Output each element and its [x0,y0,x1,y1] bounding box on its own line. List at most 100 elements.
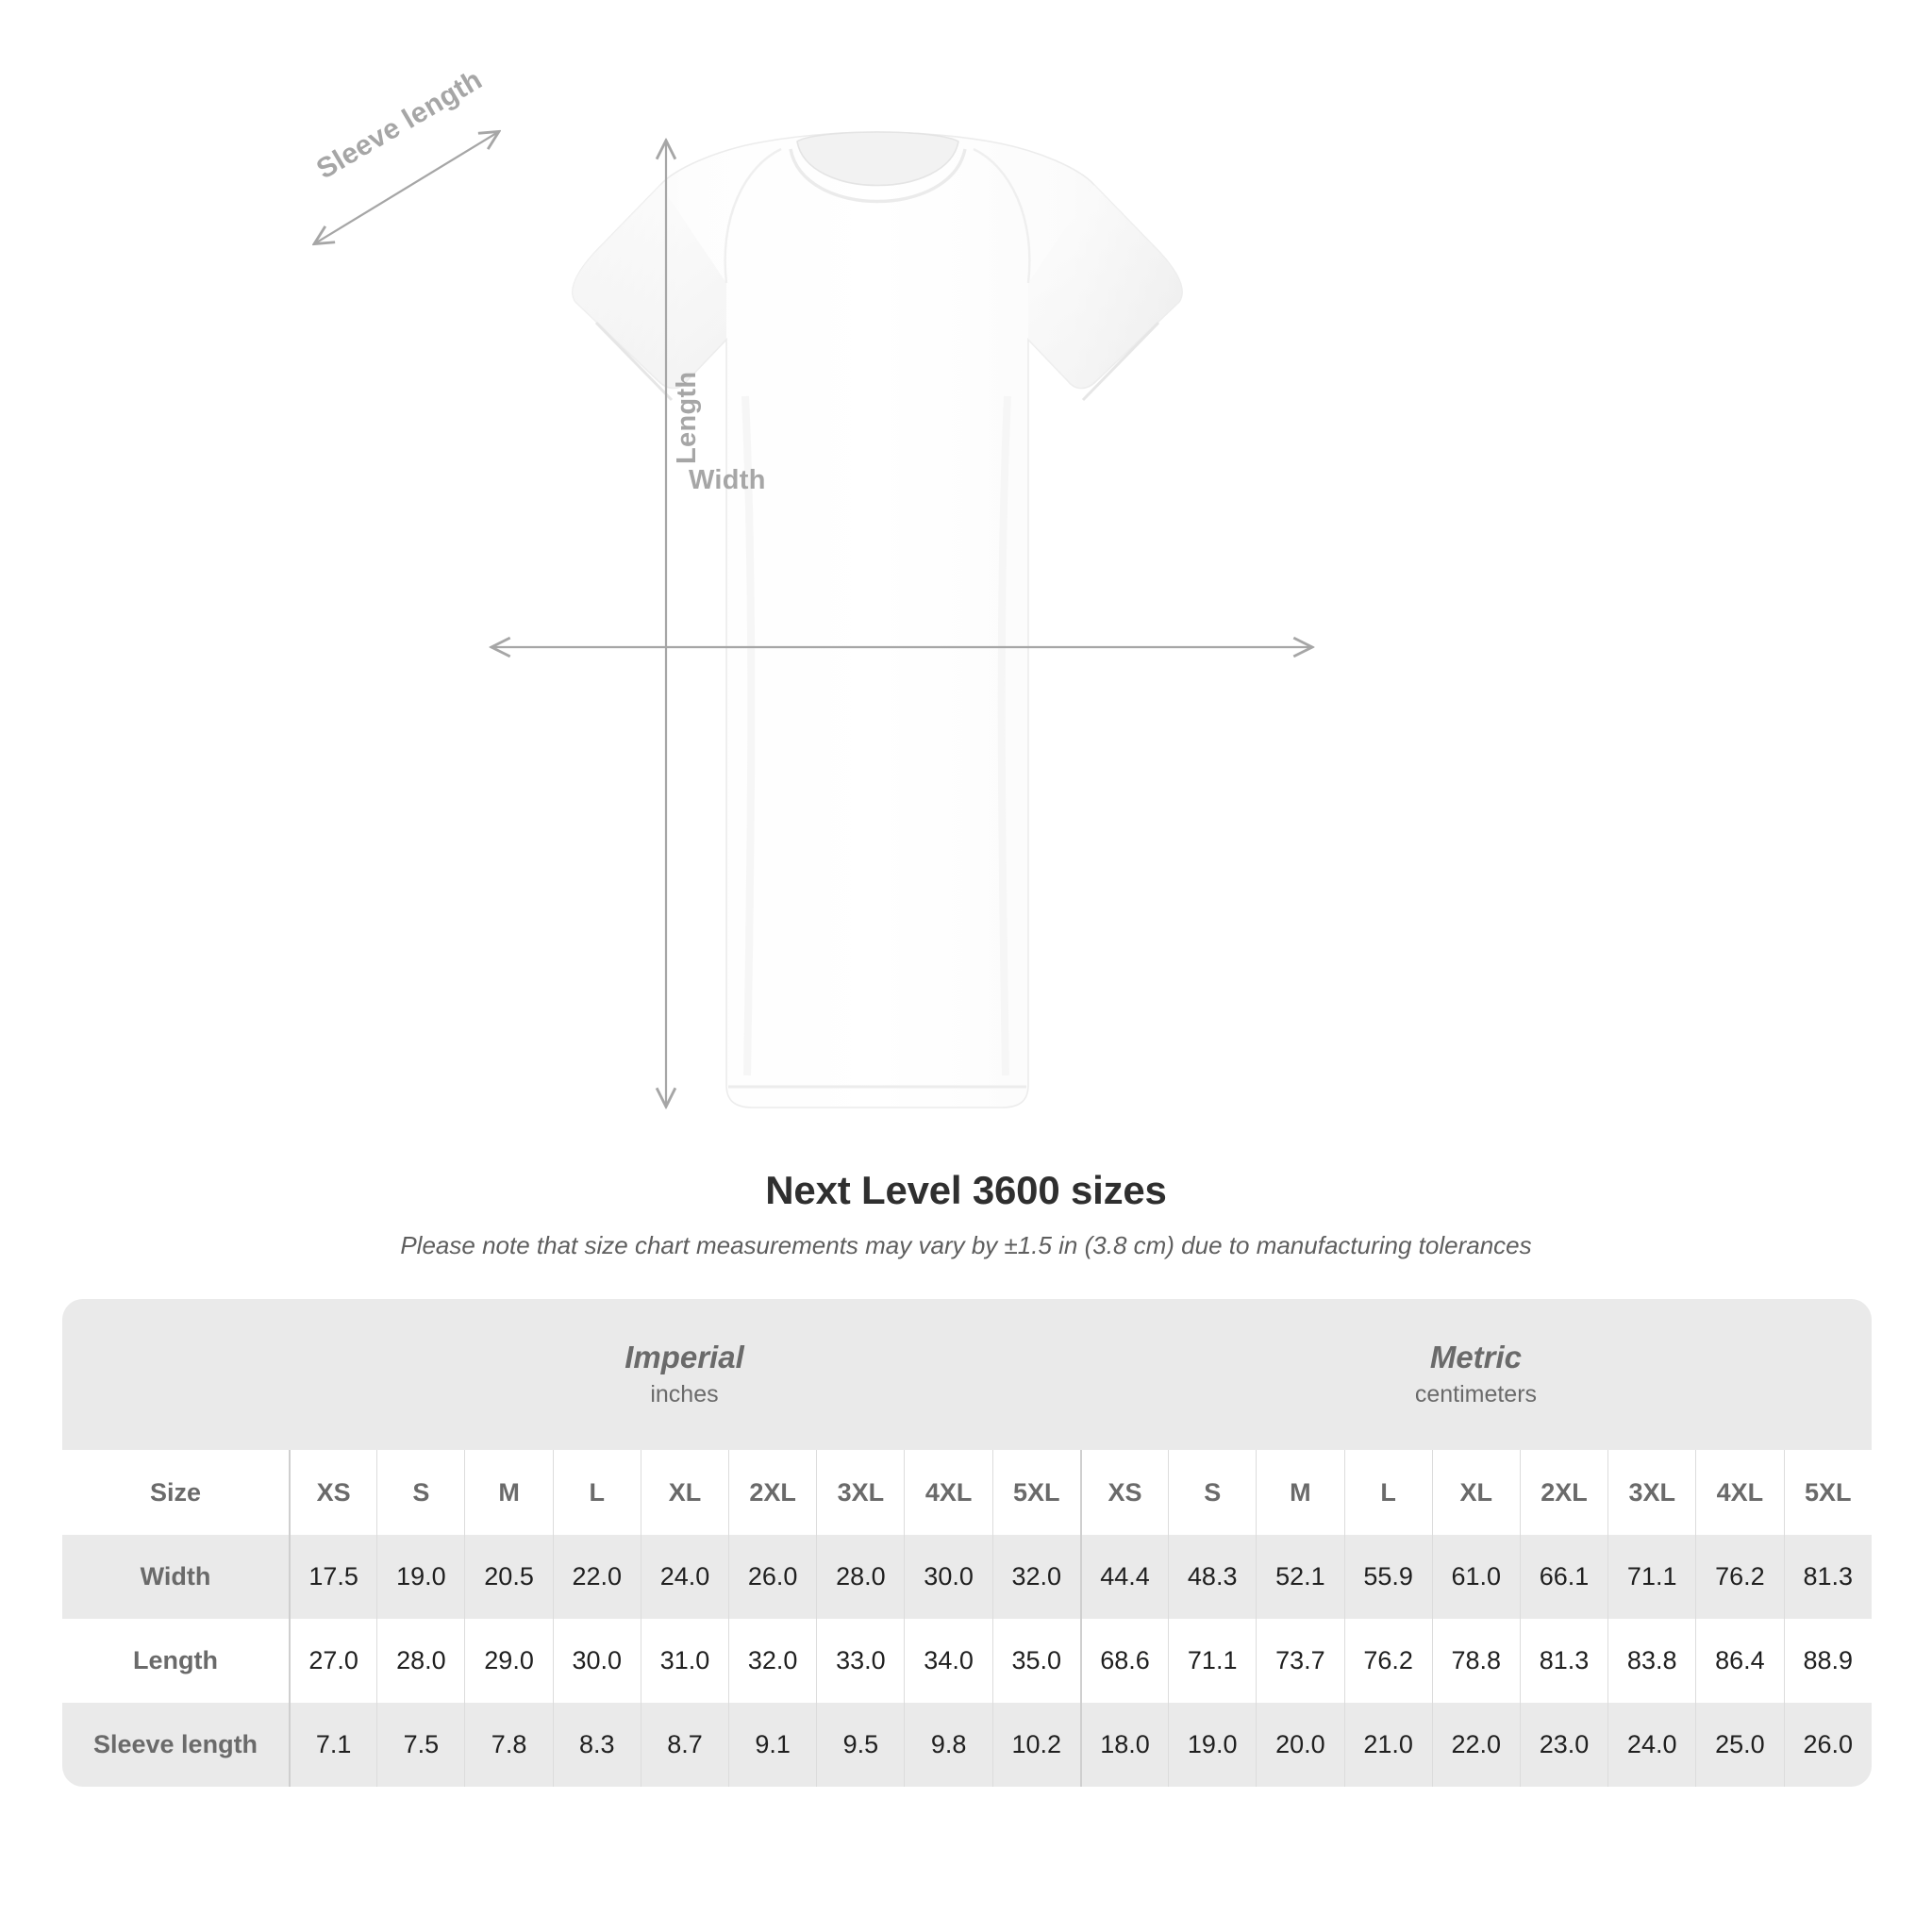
cell-width-imperial-l: 22.0 [552,1535,641,1619]
cell-length-imperial-4xl: 34.0 [904,1619,992,1703]
cell-length-metric-2xl: 81.3 [1519,1619,1608,1703]
cell-sleeve-length-imperial-m: 7.8 [464,1703,553,1787]
cell-length-imperial-l: 30.0 [552,1619,641,1703]
cell-length-metric-m: 73.7 [1256,1619,1344,1703]
size-table-container: Imperial inches Metric centimeters Size XS S M L… [62,1299,1872,1787]
collar-ribbing [796,131,959,187]
tolerance-note: Please note that size chart measurements… [400,1231,1532,1259]
cell-length-imperial-xl: 31.0 [640,1619,729,1703]
size-column-label: Size [62,1450,290,1535]
cell-sleeve-length-metric-2xl: 23.0 [1519,1703,1608,1787]
system-unit: inches [650,1380,719,1407]
system-header-metric: Metric centimeters [1079,1299,1872,1450]
size-header-s-imperial: S [376,1450,465,1535]
cell-length-metric-4xl: 86.4 [1695,1619,1784,1703]
size-header-3xl-metric: 3XL [1607,1450,1696,1535]
cell-width-metric-s: 48.3 [1168,1535,1257,1619]
cell-sleeve-length-imperial-xs: 7.1 [289,1703,377,1787]
size-header-m-metric: M [1256,1450,1344,1535]
system-name: Imperial [625,1340,744,1375]
cell-width-metric-l: 55.9 [1343,1535,1432,1619]
size-header-row: Size XS S M L XL 2XL 3XL 4XL 5XL XS S M L XL 2XL 3XL 4XL 5… [62,1450,1872,1535]
cell-sleeve-length-imperial-5xl: 10.2 [991,1703,1080,1787]
length-annotation: Length [672,371,702,464]
cell-sleeve-length-metric-5xl: 26.0 [1783,1703,1872,1787]
cell-sleeve-length-metric-xs: 18.0 [1079,1703,1169,1787]
cell-length-imperial-2xl: 32.0 [728,1619,817,1703]
table-row: Length 27.0 28.0 29.0 30.0 31.0 32.0 33.0 34.0 35… [62,1619,1872,1703]
fabric-fold-left [741,395,756,1076]
cell-width-imperial-xl: 24.0 [640,1535,729,1619]
system-unit: centimeters [1414,1380,1538,1407]
cell-length-metric-xs: 68.6 [1079,1619,1169,1703]
system-header-spacer [62,1299,290,1450]
cell-width-imperial-m: 20.5 [464,1535,553,1619]
cell-width-metric-2xl: 66.1 [1519,1535,1608,1619]
tshirt-svg [0,0,1932,1160]
cell-width-metric-4xl: 76.2 [1695,1535,1784,1619]
cell-length-imperial-5xl: 35.0 [991,1619,1080,1703]
tshirt-illustration [572,131,1183,1108]
system-name: Metric [1429,1340,1523,1375]
cell-length-metric-xl: 78.8 [1431,1619,1520,1703]
size-header-xs-metric: XS [1079,1450,1169,1535]
table-row: Sleeve length 7.1 7.5 7.8 8.3 8.7 9.1 9.5 9.8 10.… [62,1703,1872,1787]
cell-length-metric-l: 76.2 [1343,1619,1432,1703]
cell-sleeve-length-metric-3xl: 24.0 [1607,1703,1696,1787]
cell-length-metric-s: 71.1 [1168,1619,1257,1703]
cell-width-metric-xs: 44.4 [1079,1535,1169,1619]
measurement-arrows [315,132,1311,1106]
tshirt-measurement-diagram: Sleeve length Length Width [0,0,1932,1160]
system-header-imperial: Imperial inches [289,1299,1080,1450]
size-header-xl-imperial: XL [640,1450,729,1535]
size-header-m-imperial: M [464,1450,553,1535]
cell-length-imperial-m: 29.0 [464,1619,553,1703]
cell-length-imperial-3xl: 33.0 [816,1619,905,1703]
fabric-fold-right [997,395,1011,1076]
right-sleeve-hem [1081,321,1160,402]
row-label-sleeve-length: Sleeve length [62,1703,290,1787]
row-label-width: Width [62,1535,290,1619]
cell-sleeve-length-imperial-l: 8.3 [552,1703,641,1787]
cell-width-metric-xl: 61.0 [1431,1535,1520,1619]
sleeve-length-arrow [315,132,498,243]
cell-length-metric-5xl: 88.9 [1783,1619,1872,1703]
cell-width-metric-3xl: 71.1 [1607,1535,1696,1619]
size-header-5xl-imperial: 5XL [991,1450,1080,1535]
size-header-4xl-imperial: 4XL [904,1450,992,1535]
table-row: Width 17.5 19.0 20.5 22.0 24.0 26.0 28.0 30.0 32.… [62,1535,1872,1619]
cell-sleeve-length-metric-xl: 22.0 [1431,1703,1520,1787]
size-table: Imperial inches Metric centimeters Size XS S M L… [62,1299,1872,1787]
cell-width-imperial-2xl: 26.0 [728,1535,817,1619]
cell-width-imperial-5xl: 32.0 [991,1535,1080,1619]
cell-width-imperial-xs: 17.5 [289,1535,377,1619]
page-title: Next Level 3600 sizes [765,1168,1167,1212]
system-header-row: Imperial inches Metric centimeters [62,1299,1872,1450]
size-header-l-metric: L [1343,1450,1432,1535]
size-header-xl-metric: XL [1431,1450,1520,1535]
collar-seam [789,148,967,204]
size-header-3xl-imperial: 3XL [816,1450,905,1535]
size-header-s-metric: S [1168,1450,1257,1535]
size-header-l-imperial: L [552,1450,641,1535]
right-shoulder-seam [973,147,1031,284]
cell-sleeve-length-imperial-2xl: 9.1 [728,1703,817,1787]
cell-sleeve-length-imperial-s: 7.5 [376,1703,465,1787]
width-annotation: Width [689,465,766,495]
cell-sleeve-length-imperial-xl: 8.7 [640,1703,729,1787]
cell-length-metric-3xl: 83.8 [1607,1619,1696,1703]
cell-width-imperial-3xl: 28.0 [816,1535,905,1619]
title-block: Next Level 3600 sizes Please note that s… [0,1168,1932,1260]
size-header-4xl-metric: 4XL [1695,1450,1784,1535]
cell-sleeve-length-metric-m: 20.0 [1256,1703,1344,1787]
cell-length-imperial-s: 28.0 [376,1619,465,1703]
cell-sleeve-length-imperial-4xl: 9.8 [904,1703,992,1787]
size-header-2xl-imperial: 2XL [728,1450,817,1535]
cell-sleeve-length-metric-l: 21.0 [1343,1703,1432,1787]
cell-width-metric-m: 52.1 [1256,1535,1344,1619]
right-sleeve [1028,185,1183,389]
cell-width-imperial-s: 19.0 [376,1535,465,1619]
size-header-xs-imperial: XS [289,1450,377,1535]
size-header-2xl-metric: 2XL [1519,1450,1608,1535]
size-header-5xl-metric: 5XL [1783,1450,1872,1535]
